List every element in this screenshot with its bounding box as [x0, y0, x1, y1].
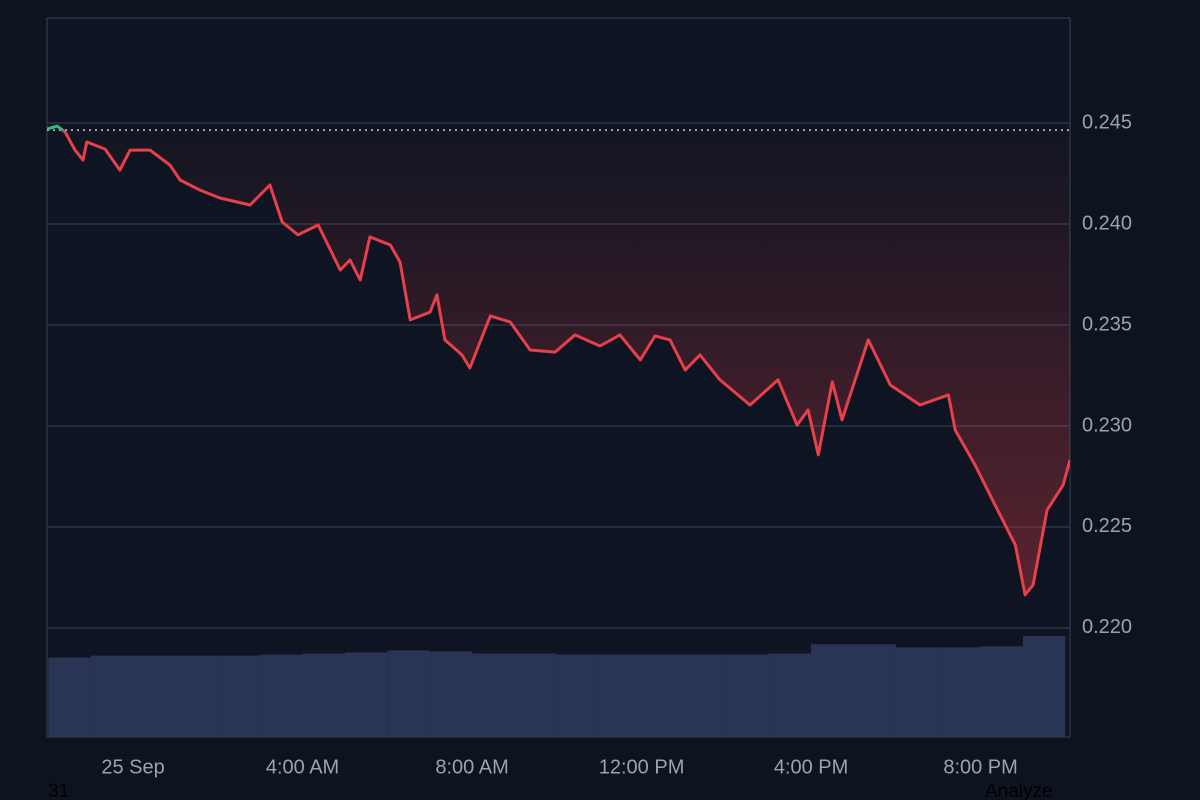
volume-bar [895, 647, 939, 737]
price-line-below [47, 130, 1070, 597]
y-tick-label: 0.220 [1082, 616, 1132, 638]
volume-bar [48, 657, 91, 737]
x-tick-label: 8:00 PM [943, 756, 1017, 778]
volume-bar [175, 655, 218, 737]
volume-bar [1022, 636, 1066, 737]
volume-bar [980, 646, 1023, 737]
volume-bar [260, 654, 303, 737]
y-tick-label: 0.240 [1082, 212, 1132, 234]
volume-bar [641, 654, 684, 737]
volume-bar [599, 654, 642, 737]
volume-bar [853, 644, 896, 737]
volume-bar [726, 654, 769, 737]
volume-bar [472, 653, 515, 737]
x-tick-label: 8:00 AM [435, 756, 508, 778]
volume-bar [556, 654, 600, 737]
volume-bar [344, 652, 388, 737]
x-tick-label: 4:00 PM [774, 756, 848, 778]
x-tick-label: 4:00 AM [266, 756, 339, 778]
x-tick-label: 25 Sep [101, 756, 164, 778]
volume-bar [683, 654, 727, 737]
volume-bar [811, 644, 854, 737]
volume-bar [90, 655, 134, 737]
volume-bar [514, 653, 557, 737]
y-tick-label: 0.225 [1082, 515, 1132, 537]
volume-bar [938, 647, 981, 737]
volume-bar [302, 653, 345, 737]
y-tick-label: 0.230 [1082, 414, 1132, 436]
y-tick-label: 0.245 [1082, 111, 1132, 133]
price-area [62, 130, 1070, 595]
volume-bar [429, 651, 473, 737]
footer-right[interactable]: Analyze [985, 781, 1053, 800]
volume-bar [217, 655, 261, 737]
y-tick-label: 0.235 [1082, 313, 1132, 335]
volume-bar [133, 655, 176, 737]
footer-left: 31 [48, 781, 69, 800]
volume-bar [768, 653, 812, 737]
volume-bar [387, 650, 430, 737]
x-tick-label: 12:00 PM [599, 756, 685, 778]
